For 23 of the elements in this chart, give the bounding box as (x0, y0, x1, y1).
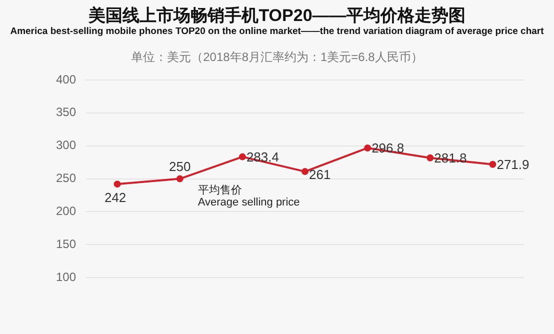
y-tick-label: 350 (56, 105, 76, 120)
point (176, 175, 184, 182)
y-tick-label: 150 (56, 236, 76, 251)
y-tick-label: 200 (56, 204, 76, 218)
data-label: 283.4 (246, 149, 279, 164)
point (426, 154, 434, 162)
data-label: 261 (309, 167, 331, 182)
y-tick-label: 100 (56, 270, 76, 284)
text: 单位：美元（2018年8月汇率约为：1美元=6.8人民币） (130, 49, 424, 66)
point (238, 153, 246, 160)
chart-title: 美国线上市场畅销手机TOP20——平均价格走势图 (87, 5, 466, 27)
data-label: 271.9 (496, 156, 530, 172)
point (302, 168, 309, 176)
y-tick-label: 300 (56, 138, 76, 152)
data-label: 250 (169, 158, 191, 174)
point (114, 180, 121, 188)
data-label: 242 (104, 190, 126, 206)
point (364, 144, 372, 152)
point (489, 160, 496, 168)
series-label: 平均售价 Average selling price (198, 184, 300, 208)
chart-subtitle: America best-selling mobile phones TOP20 on the online market——the trend variation diagram of average price chart (9, 26, 545, 37)
y-tick-label: 250 (56, 171, 76, 186)
y-tick-label: 400 (56, 72, 76, 86)
